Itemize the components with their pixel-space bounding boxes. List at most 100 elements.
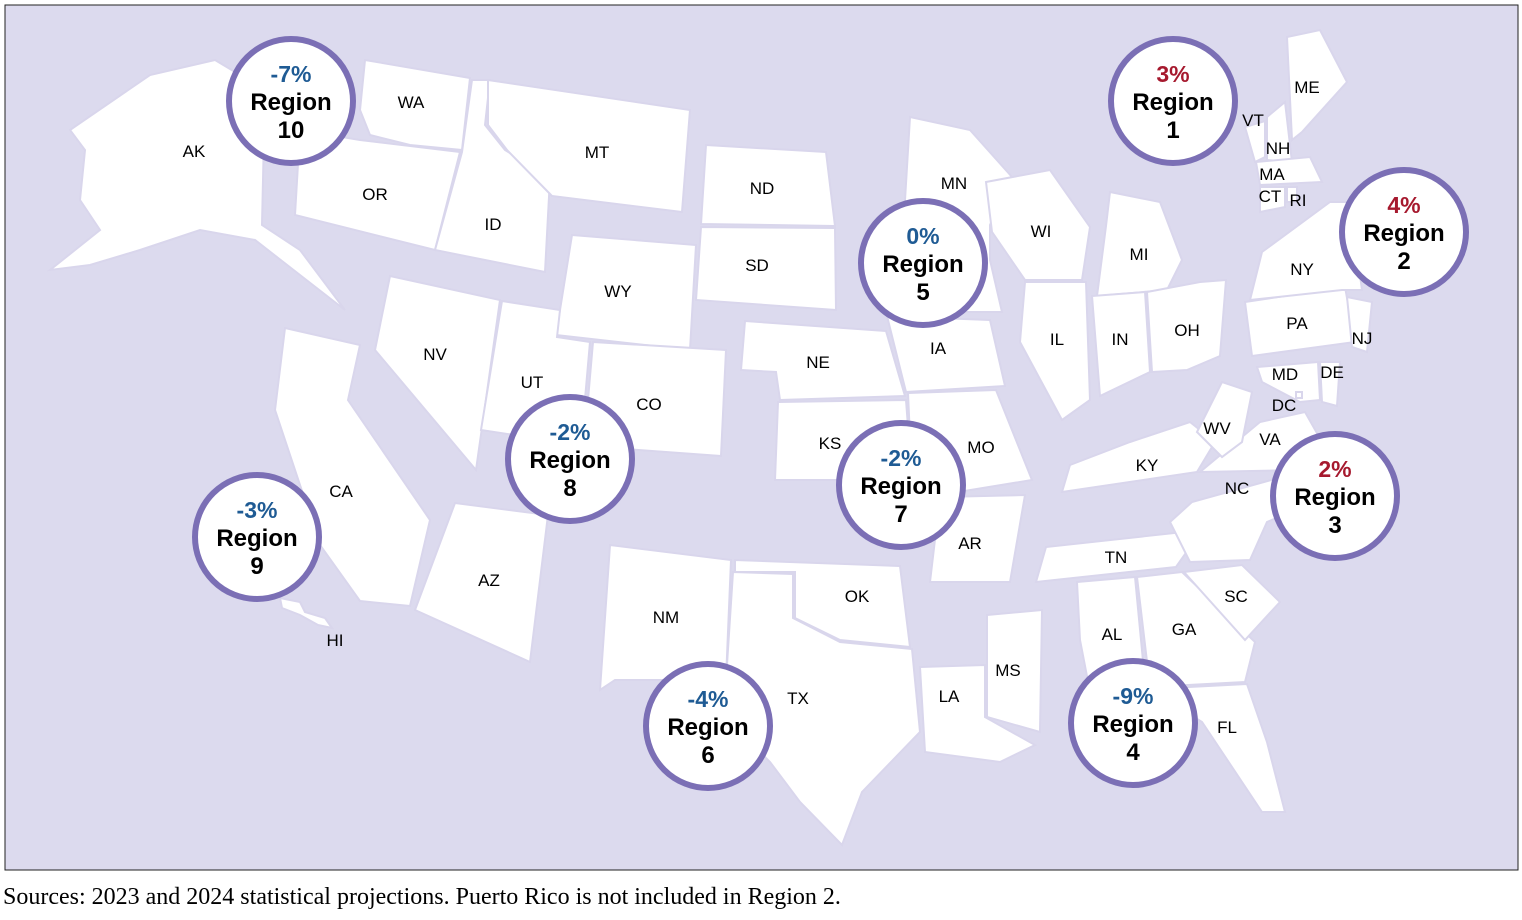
- state-label-de: DE: [1320, 363, 1344, 382]
- region-change-percent: -2%: [550, 419, 591, 445]
- state-label-nc: NC: [1225, 479, 1250, 498]
- state-label-va: VA: [1259, 430, 1281, 449]
- state-oh: [1145, 278, 1228, 374]
- state-label-al: AL: [1102, 625, 1123, 644]
- state-label-tn: TN: [1105, 548, 1128, 567]
- region-change-percent: 3%: [1156, 61, 1189, 87]
- state-label-ks: KS: [819, 434, 842, 453]
- state-label-nm: NM: [653, 608, 679, 627]
- state-label-ia: IA: [930, 339, 947, 358]
- region-change-percent: 0%: [906, 223, 939, 249]
- region-circle: [192, 472, 322, 602]
- region-change-percent: -9%: [1113, 683, 1154, 709]
- state-label-ga: GA: [1172, 620, 1197, 639]
- state-sd: [694, 225, 838, 312]
- state-label-ca: CA: [329, 482, 353, 501]
- state-label-ri: RI: [1290, 191, 1307, 210]
- region-number: 5: [916, 279, 929, 306]
- region-change-percent: -4%: [688, 686, 729, 712]
- region-change-percent: -2%: [881, 445, 922, 471]
- state-label-nh: NH: [1266, 139, 1291, 158]
- region-circle: [1270, 431, 1400, 561]
- state-nd: [699, 143, 837, 228]
- region-change-percent: 2%: [1318, 456, 1351, 482]
- state-label-wv: WV: [1203, 419, 1231, 438]
- region-number: 9: [250, 553, 263, 580]
- state-label-il: IL: [1050, 330, 1064, 349]
- state-label-nv: NV: [423, 345, 447, 364]
- state-wv: [1195, 380, 1254, 459]
- state-label-ct: CT: [1259, 187, 1282, 206]
- state-label-ak: AK: [183, 142, 206, 161]
- state-label-tx: TX: [787, 689, 809, 708]
- state-ct: [1259, 186, 1286, 214]
- region-name: Region: [1363, 220, 1444, 247]
- state-mt: [487, 78, 692, 214]
- state-label-wi: WI: [1031, 222, 1052, 241]
- region-name: Region: [860, 473, 941, 500]
- region-number: 3: [1328, 512, 1341, 539]
- state-ne: [739, 319, 907, 402]
- state-label-nj: NJ: [1352, 329, 1373, 348]
- state-label-sc: SC: [1224, 587, 1248, 606]
- region-circle: [505, 394, 635, 524]
- state-ms: [986, 608, 1044, 734]
- region-name: Region: [667, 714, 748, 741]
- state-label-in: IN: [1112, 330, 1129, 349]
- sources-caption: Sources: 2023 and 2024 statistical proje…: [3, 884, 841, 910]
- state-label-ms: MS: [995, 661, 1021, 680]
- state-label-co: CO: [636, 395, 662, 414]
- region-name: Region: [1092, 711, 1173, 738]
- region-change-percent: -7%: [271, 61, 312, 87]
- region-name: Region: [529, 447, 610, 474]
- state-label-ma: MA: [1259, 165, 1285, 184]
- state-label-sd: SD: [745, 256, 769, 275]
- region-number: 6: [701, 742, 714, 769]
- region-circle: [858, 198, 988, 328]
- state-ma: [1254, 155, 1324, 187]
- region-number: 10: [278, 117, 305, 144]
- state-label-dc: DC: [1272, 396, 1297, 415]
- region-number: 7: [894, 501, 907, 528]
- state-ny: [1248, 201, 1364, 302]
- region-circle: [643, 661, 773, 791]
- region-change-percent: -3%: [237, 497, 278, 523]
- state-label-oh: OH: [1174, 321, 1200, 340]
- region-circle: [1108, 36, 1238, 166]
- us-regions-map: AK WA OR ID MT ND SD WY NV UT CO CA AZ NM NE KS OK TX IA MO…: [4, 4, 1519, 871]
- region-number: 1: [1166, 117, 1179, 144]
- state-ca: [273, 326, 432, 608]
- state-hi: [278, 596, 335, 630]
- region-circle: [1068, 658, 1198, 788]
- state-az: [413, 501, 550, 664]
- state-dc: [1295, 391, 1303, 399]
- state-label-id: ID: [485, 215, 502, 234]
- state-nj: [1345, 295, 1374, 354]
- state-tn: [1034, 528, 1205, 584]
- state-label-or: OR: [362, 185, 388, 204]
- state-wi: [984, 168, 1092, 281]
- state-il: [1018, 281, 1092, 422]
- region-change-percent: 4%: [1387, 192, 1420, 218]
- state-sc: [1181, 563, 1282, 642]
- region-name: Region: [216, 525, 297, 552]
- region-name: Region: [1294, 484, 1375, 511]
- state-md: [1255, 360, 1322, 404]
- state-label-az: AZ: [478, 571, 500, 590]
- state-label-wa: WA: [398, 93, 425, 112]
- state-label-la: LA: [939, 687, 960, 706]
- state-me: [1285, 28, 1349, 143]
- state-nv: [373, 274, 502, 473]
- state-label-hi: HI: [327, 631, 344, 650]
- state-label-me: ME: [1294, 78, 1320, 97]
- region-number: 2: [1397, 248, 1410, 275]
- region-name: Region: [1132, 89, 1213, 116]
- state-de: [1318, 361, 1342, 408]
